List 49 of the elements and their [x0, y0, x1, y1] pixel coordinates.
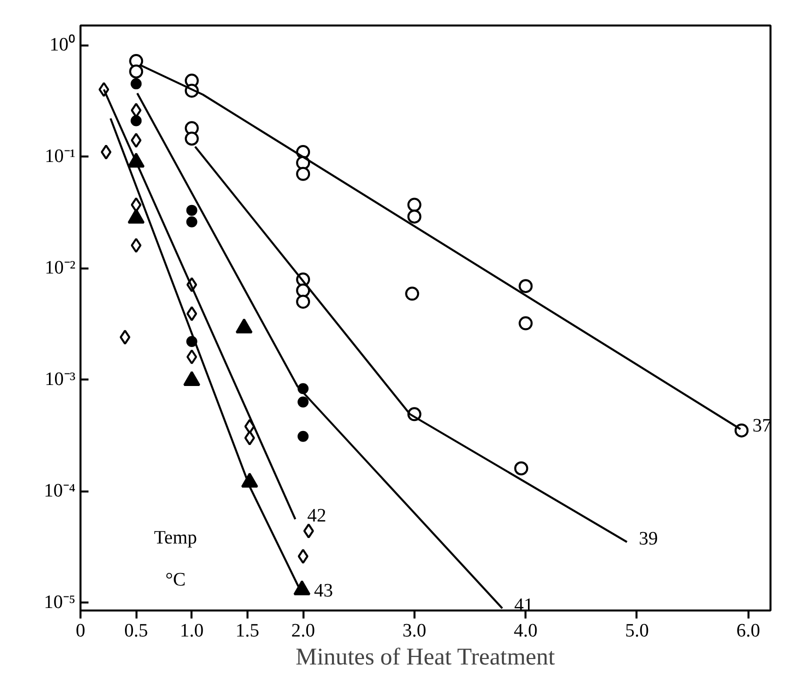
- y-tick-label: 10⁻²: [44, 258, 76, 279]
- point: [244, 430, 255, 446]
- y-tick-label: 10⁰: [50, 34, 76, 56]
- point: [405, 286, 420, 301]
- y-tick-label: 10⁻⁵: [44, 592, 76, 614]
- y-tick-label: 10⁻⁴: [44, 480, 76, 502]
- point: [130, 102, 142, 118]
- y-tick-label: 10⁻³: [44, 369, 76, 390]
- point: [734, 423, 749, 438]
- x-tick-label: 0: [76, 620, 86, 642]
- series-label: 43: [314, 580, 333, 602]
- point: [298, 548, 308, 564]
- point: [186, 349, 198, 364]
- point: [407, 198, 422, 212]
- x-axis-title: Minutes of Heat Treatment: [296, 644, 556, 670]
- point: [186, 306, 198, 322]
- point: [518, 279, 533, 294]
- point: [298, 430, 309, 442]
- y-tick-label: 10⁻¹: [44, 146, 76, 168]
- point: [100, 144, 112, 160]
- point: [130, 132, 142, 148]
- x-tick-label: 5.0: [625, 620, 649, 642]
- point: [120, 330, 130, 345]
- point: [130, 238, 142, 253]
- point: [184, 132, 199, 146]
- series-label: 39: [638, 528, 658, 550]
- annotation: Temp: [154, 528, 198, 548]
- x-tick-label: 1.0: [180, 620, 204, 642]
- point: [130, 197, 142, 212]
- point: [130, 115, 142, 126]
- point: [186, 216, 198, 228]
- x-tick-label: 2.0: [291, 620, 315, 642]
- point: [296, 294, 310, 309]
- point: [407, 210, 422, 224]
- point: [130, 78, 142, 90]
- x-tick-label: 3.0: [402, 620, 426, 642]
- annotation: °C: [165, 570, 186, 590]
- point: [518, 316, 533, 330]
- point: [298, 396, 309, 408]
- series-label: 42: [307, 506, 326, 527]
- point: [514, 461, 528, 476]
- point: [303, 523, 314, 538]
- x-tick-label: 4.0: [514, 620, 538, 642]
- x-tick-label: 0.5: [124, 620, 148, 642]
- point: [186, 204, 198, 216]
- x-tick-label: 6.0: [736, 620, 760, 642]
- x-tick-label: 1.5: [236, 620, 260, 642]
- point: [129, 64, 144, 78]
- point: [296, 166, 310, 181]
